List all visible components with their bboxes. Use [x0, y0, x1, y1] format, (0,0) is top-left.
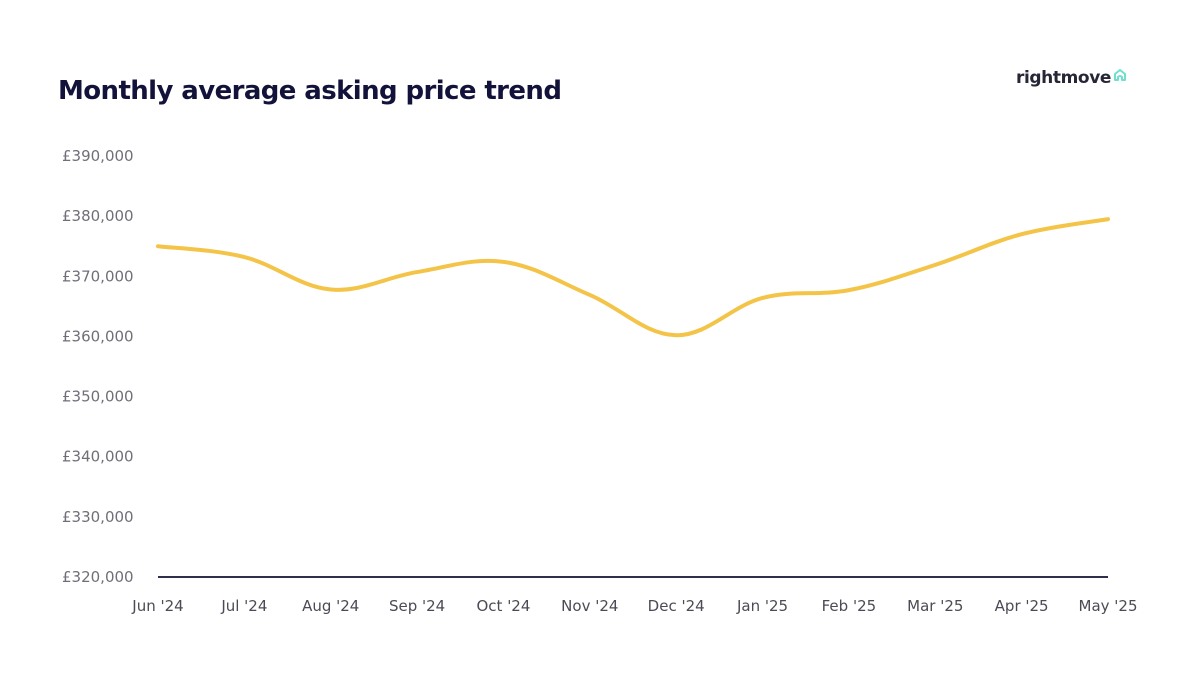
data-point — [847, 288, 851, 292]
series-line-average-asking-price — [156, 217, 1110, 338]
x-tick-label: May '25 — [1079, 597, 1138, 615]
data-point — [1020, 232, 1024, 236]
data-point — [501, 260, 505, 264]
data-point — [415, 270, 419, 274]
x-tick-label: Apr '25 — [995, 597, 1049, 615]
y-tick-label: £380,000 — [62, 207, 134, 225]
x-tick-label: Feb '25 — [822, 597, 877, 615]
y-axis-ticks: £320,000 £330,000 £340,000 £350,000 £360,000… — [62, 147, 134, 586]
y-tick-label: £390,000 — [62, 147, 134, 165]
house-outline-icon — [1114, 69, 1127, 81]
data-point — [156, 244, 160, 248]
chart-title: Monthly average asking price trend — [58, 76, 562, 106]
y-tick-label: £330,000 — [62, 508, 134, 526]
x-tick-label: Sep '24 — [389, 597, 445, 615]
data-point — [761, 296, 765, 300]
data-point — [933, 263, 937, 267]
y-tick-label: £360,000 — [62, 327, 134, 345]
y-tick-label: £350,000 — [62, 388, 134, 406]
x-tick-label: Nov '24 — [561, 597, 618, 615]
x-tick-label: Jun '24 — [131, 597, 183, 615]
data-point — [1106, 217, 1110, 221]
data-point — [329, 288, 333, 292]
data-point — [588, 293, 592, 297]
x-tick-label: Mar '25 — [907, 597, 963, 615]
x-axis-ticks: Jun '24 Jul '24 Aug '24 Sep '24 Oct '24 Nov '… — [131, 597, 1137, 615]
x-tick-label: Dec '24 — [648, 597, 705, 615]
x-tick-label: Aug '24 — [302, 597, 359, 615]
x-tick-label: Jan '25 — [736, 597, 788, 615]
x-tick-label: Jul '24 — [220, 597, 267, 615]
data-point — [674, 333, 678, 337]
y-tick-label: £320,000 — [62, 568, 134, 586]
y-tick-label: £340,000 — [62, 448, 134, 466]
x-tick-label: Oct '24 — [476, 597, 530, 615]
brand-name: rightmove — [1016, 68, 1112, 88]
data-point — [242, 255, 246, 259]
brand-logo: rightmove — [1016, 68, 1127, 88]
y-tick-label: £370,000 — [62, 267, 134, 285]
